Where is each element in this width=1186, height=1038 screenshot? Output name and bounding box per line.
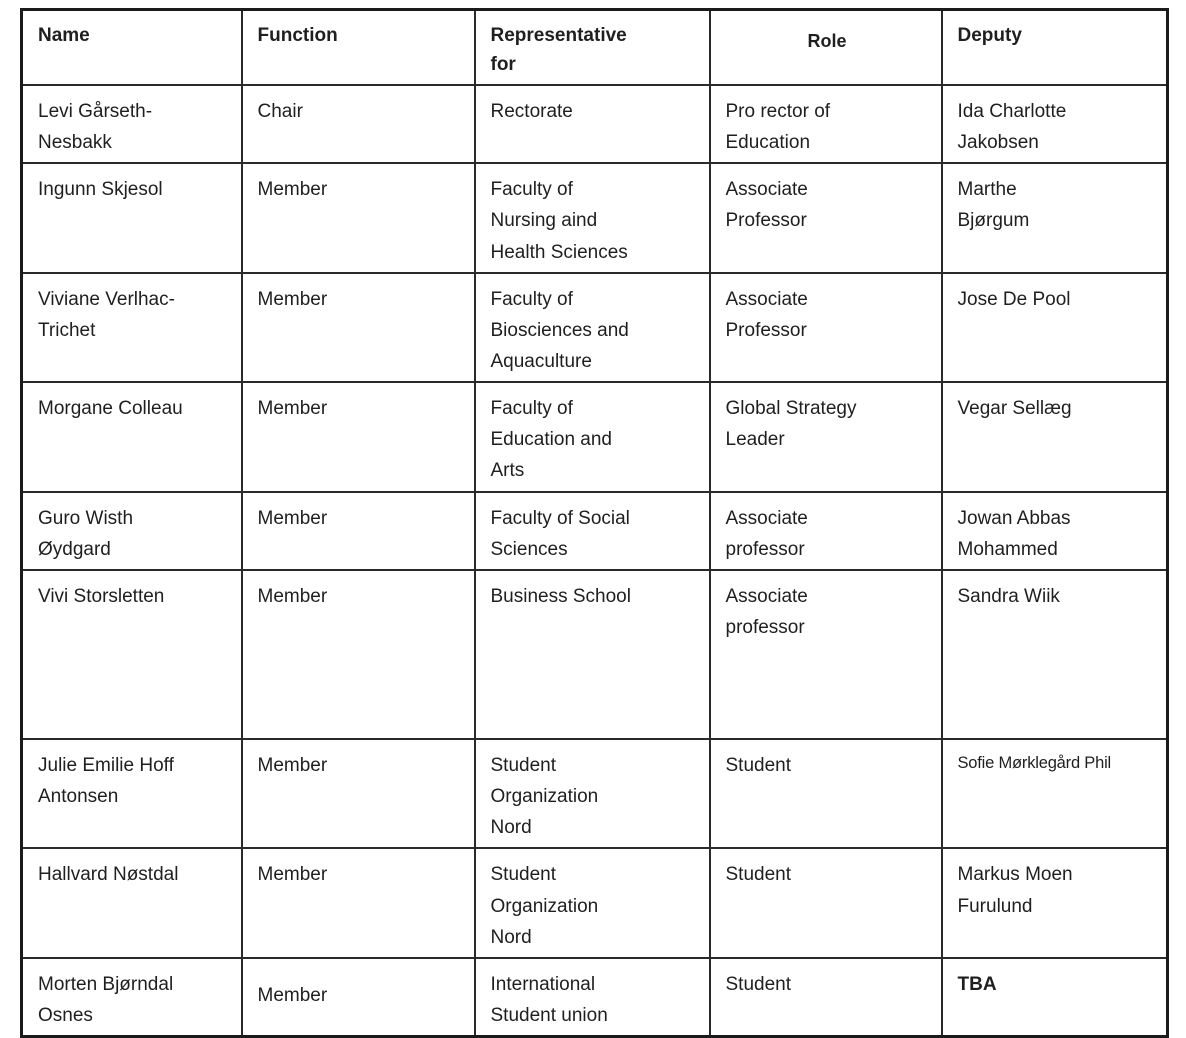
cell-role: Global Strategy Leader [708,381,943,493]
cell-name: Morgane Colleau [20,381,243,493]
cell-name: Julie Emilie Hoff Antonsen [20,737,243,850]
cell-role: Student [708,847,943,959]
cell-function: Chair [240,83,476,165]
cell-deputy: Jowan Abbas Mohammed [940,490,1169,571]
cell-function: Member [240,956,476,1038]
column-header-function: Function [240,8,476,86]
cell-representative-for: Faculty of Nursing aind Health Sciences [473,162,711,274]
cell-representative-for: Student Organization Nord [473,737,711,850]
table-row: Morten Bjørndal Osnes Member Internation… [20,956,1169,1038]
table-row: Ingunn Skjesol Member Faculty of Nursing… [20,162,1169,274]
cell-name: Levi Gårseth- Nesbakk [20,83,243,165]
cell-function: Member [240,490,476,571]
table-row: Morgane Colleau Member Faculty of Educat… [20,381,1169,493]
cell-function: Member [240,847,476,959]
cell-deputy: Ida Charlotte Jakobsen [940,83,1169,165]
cell-role: Associate professor [708,568,943,740]
cell-function: Member [240,162,476,274]
column-header-deputy: Deputy [940,8,1169,86]
cell-deputy: Vegar Sellæg [940,381,1169,493]
cell-function: Member [240,568,476,740]
cell-representative-for: Rectorate [473,83,711,165]
cell-deputy: Marthe Bjørgum [940,162,1169,274]
cell-function: Member [240,271,476,384]
table-row: Levi Gårseth- Nesbakk Chair Rectorate Pr… [20,83,1169,165]
table-row: Julie Emilie Hoff Antonsen Member Studen… [20,737,1169,850]
cell-representative-for: Business School [473,568,711,740]
column-header-representative-for: Representative for [473,8,711,86]
cell-representative-for: International Student union [473,956,711,1038]
cell-role: Student [708,956,943,1038]
cell-deputy: TBA [940,956,1169,1038]
cell-deputy: Markus Moen Furulund [940,847,1169,959]
cell-name: Viviane Verlhac- Trichet [20,271,243,384]
cell-deputy: Sandra Wiik [940,568,1169,740]
cell-name: Vivi Storsletten [20,568,243,740]
header-row: Name Function Representative for Role De… [20,8,1169,86]
committee-members-table: Name Function Representative for Role De… [20,8,1169,1038]
cell-deputy: Jose De Pool [940,271,1169,384]
cell-name: Morten Bjørndal Osnes [20,956,243,1038]
cell-role: Associate Professor [708,162,943,274]
cell-representative-for: Faculty of Biosciences and Aquaculture [473,271,711,384]
table-row: Guro Wisth Øydgard Member Faculty of Soc… [20,490,1169,571]
table-row: Viviane Verlhac- Trichet Member Faculty … [20,271,1169,384]
column-header-name: Name [20,8,243,86]
cell-function: Member [240,737,476,850]
table-row: Vivi Storsletten Member Business School … [20,568,1169,740]
column-header-role: Role [708,8,943,86]
cell-name: Guro Wisth Øydgard [20,490,243,571]
cell-role: Associate professor [708,490,943,571]
cell-role: Pro rector of Education [708,83,943,165]
cell-representative-for: Student Organization Nord [473,847,711,959]
cell-name: Ingunn Skjesol [20,162,243,274]
cell-name: Hallvard Nøstdal [20,847,243,959]
table-row: Hallvard Nøstdal Member Student Organiza… [20,847,1169,959]
cell-deputy: Sofie Mørklegård Phil [940,737,1169,850]
cell-representative-for: Faculty of Social Sciences [473,490,711,571]
cell-function: Member [240,381,476,493]
cell-role: Associate Professor [708,271,943,384]
cell-representative-for: Faculty of Education and Arts [473,381,711,493]
cell-role: Student [708,737,943,850]
